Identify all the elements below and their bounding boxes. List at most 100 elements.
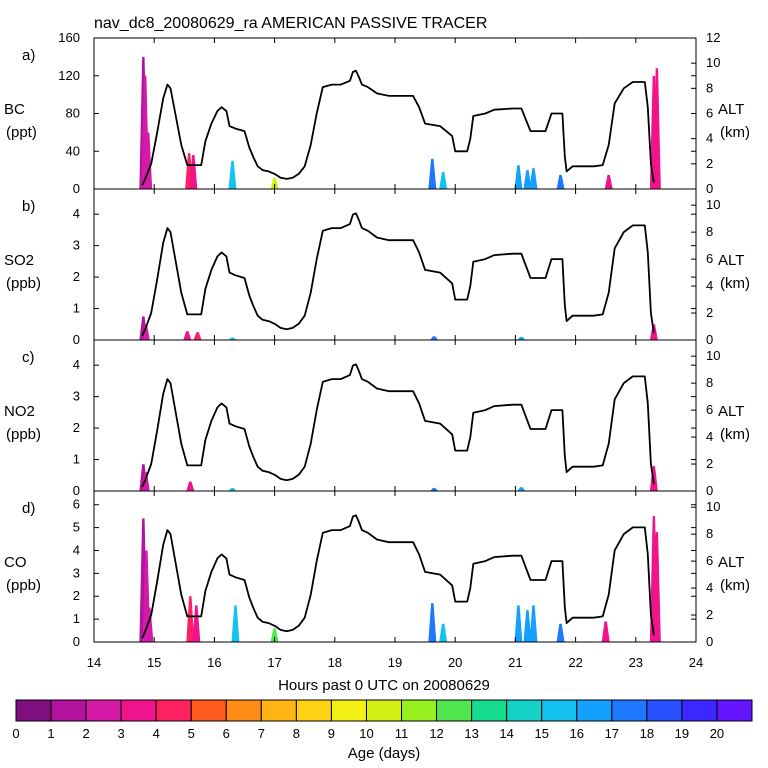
colorbar-swatch: [225, 699, 262, 722]
panel-frame: [93, 490, 697, 643]
tracer-spike: [192, 605, 201, 642]
y-tick-label: 1: [73, 301, 80, 316]
y-tick-label: 6: [73, 497, 80, 512]
tracer-spike: [228, 487, 237, 491]
altitude-label: ALT: [718, 252, 744, 269]
y-tick-label: 0: [73, 332, 80, 347]
panel-bc: 0 40 80 120 160 0 2 4 6 8 10 12 a) BC (ppt) ALT (km): [4, 30, 750, 196]
y-tick-label: 1: [73, 611, 80, 626]
colorbar-tick-label: 0: [12, 726, 19, 741]
tracer-spike: [145, 607, 154, 642]
panel-letter: d): [22, 500, 35, 517]
y-tick-label: 3: [73, 565, 80, 580]
tracer-spike: [529, 168, 538, 189]
panel-letter: a): [22, 47, 35, 64]
alt-tick-label: 2: [706, 305, 713, 320]
altitude-unit: (km): [720, 577, 750, 594]
alt-tick-label: 0: [706, 634, 713, 649]
colorbar-swatch: [120, 699, 157, 722]
colorbar-tick-label: 8: [293, 726, 300, 741]
colorbar-tick-label: 14: [499, 726, 513, 741]
tracer-spike: [523, 609, 532, 642]
alt-tick-label: 10: [706, 55, 720, 70]
altitude-label: ALT: [718, 554, 744, 571]
alt-tick-label: 2: [706, 607, 713, 622]
species-label: CO: [4, 554, 27, 571]
alt-tick-label: 6: [706, 106, 713, 121]
colorbar-tick-label: 3: [118, 726, 125, 741]
colorbar-swatch: [471, 699, 508, 722]
colorbar-label: Age (days): [348, 745, 421, 762]
altitude-line: [141, 212, 655, 337]
colorbar-tick-label: 5: [188, 726, 195, 741]
y-tick-label: 120: [58, 68, 80, 83]
tracer-spike: [517, 336, 526, 340]
alt-tick-label: 4: [706, 131, 713, 146]
alt-tick-label: 10: [706, 348, 720, 363]
tracer-spike: [141, 472, 150, 491]
altitude-line: [141, 514, 655, 639]
tracer-spike: [514, 605, 523, 642]
tracer-spike: [430, 487, 439, 491]
colorbar-tick-label: 20: [710, 726, 724, 741]
colorbar-tick-label: 10: [359, 726, 373, 741]
x-axis-label: Hours past 0 UTC on 20080629: [278, 677, 490, 694]
species-unit: (ppb): [6, 275, 41, 292]
panel-letter: c): [22, 349, 35, 366]
altitude-line: [141, 69, 655, 186]
y-tick-label: 1: [73, 452, 80, 467]
alt-tick-label: 6: [706, 251, 713, 266]
tracer-spike: [231, 605, 240, 642]
alt-tick-label: 0: [706, 181, 713, 196]
tracer-spike: [652, 68, 661, 189]
tracer-spike: [228, 337, 237, 340]
alt-tick-label: 2: [706, 456, 713, 471]
tracer-spike: [556, 623, 565, 642]
x-tick-label: 19: [388, 655, 402, 670]
species-unit: (ppt): [6, 124, 37, 141]
y-tick-label: 2: [73, 588, 80, 603]
colorbar-swatch: [50, 699, 87, 722]
colorbar-tick-label: 7: [258, 726, 265, 741]
x-tick-label: 17: [267, 655, 281, 670]
alt-tick-label: 8: [706, 80, 713, 95]
colorbar-tick-label: 12: [429, 726, 443, 741]
y-tick-label: 0: [73, 634, 80, 649]
colorbar-tick-label: 9: [328, 726, 335, 741]
tracer-spike: [141, 324, 150, 340]
alt-tick-label: 12: [706, 30, 720, 45]
chart-title: nav_dc8_20080629_ra AMERICAN PASSIVE TRA…: [94, 15, 487, 32]
y-tick-label: 4: [73, 357, 80, 372]
tracer-spike: [428, 603, 437, 642]
tracer-spike: [228, 160, 237, 189]
alt-tick-label: 6: [706, 553, 713, 568]
x-tick-label: 18: [328, 655, 342, 670]
tracer-spike: [193, 332, 202, 340]
x-tick-label: 24: [689, 655, 703, 670]
colorbar-swatch: [716, 699, 753, 722]
tracer-spike: [428, 158, 437, 189]
tracer-spike: [186, 596, 195, 642]
colorbar-swatch: [436, 699, 473, 722]
colorbar-swatch: [541, 699, 578, 722]
y-tick-label: 5: [73, 520, 80, 535]
y-tick-label: 80: [66, 106, 80, 121]
panel-letter: b): [22, 198, 35, 215]
alt-tick-label: 2: [706, 156, 713, 171]
colorbar-swatch: [295, 699, 332, 722]
x-tick-label: 20: [448, 655, 462, 670]
panel-no2: 0 1 2 3 4 0 2 4 6 8 10 c) NO2 (ppb) ALT (km): [4, 339, 750, 498]
colorbar-tick-label: 6: [223, 726, 230, 741]
colorbar-swatch: [681, 699, 718, 722]
colorbar-swatch: [190, 699, 227, 722]
tracer-spike: [556, 174, 565, 189]
alt-tick-label: 8: [706, 375, 713, 390]
alt-tick-label: 0: [706, 483, 713, 498]
y-tick-label: 0: [73, 181, 80, 196]
x-tick-label: 16: [207, 655, 221, 670]
colorbar-swatch: [330, 699, 367, 722]
alt-tick-label: 8: [706, 224, 713, 239]
y-tick-label: 40: [66, 143, 80, 158]
species-label: NO2: [4, 403, 35, 420]
